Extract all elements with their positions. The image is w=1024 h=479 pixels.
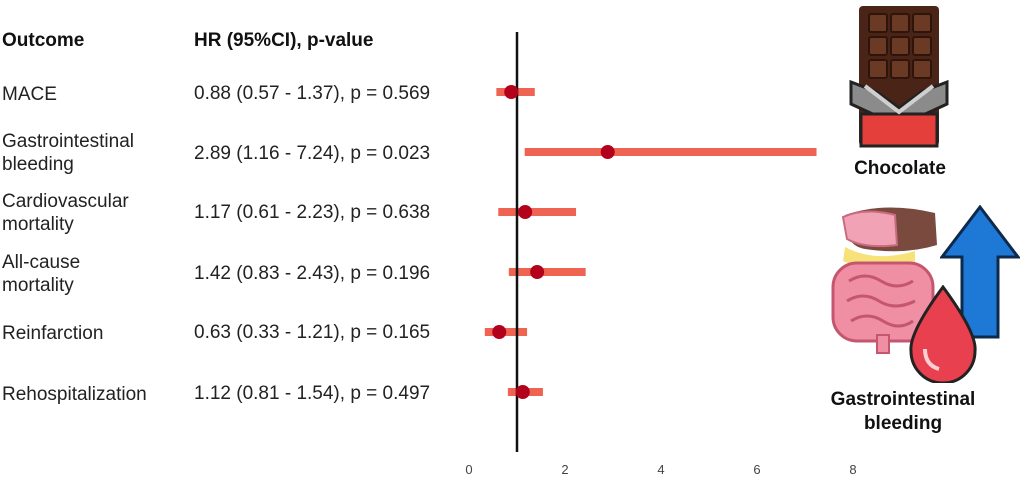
- hr-text-rehospitalization: 1.12 (0.81 - 1.54), p = 0.497: [194, 383, 431, 404]
- hr-header: HR (95%CI), p-value: [194, 30, 374, 51]
- point-estimate: [518, 205, 533, 219]
- x-tick-label: 8: [849, 462, 856, 477]
- row-label-mace: MACE: [2, 84, 57, 105]
- chocolate-bar-icon: [849, 6, 949, 148]
- row-label-allcause-mortality: All-cause mortality: [2, 252, 81, 296]
- row-label-cv-mortality: Cardiovascular mortality: [2, 191, 129, 235]
- point-estimate: [530, 265, 545, 279]
- x-tick-label: 4: [657, 462, 664, 477]
- row-label-gi-bleeding: Gastrointestinal bleeding: [2, 131, 135, 175]
- hr-text-allcause-mortality: 1.42 (0.83 - 2.43), p = 0.196: [194, 263, 431, 284]
- hr-text-gi-bleeding: 2.89 (1.16 - 7.24), p = 0.023: [194, 143, 431, 164]
- point-estimate: [504, 85, 519, 99]
- row-label-rehospitalization: Rehospitalization: [2, 384, 147, 405]
- point-estimate: [492, 325, 507, 339]
- chocolate-caption: Chocolate: [854, 158, 946, 179]
- hr-text-mace: 0.88 (0.57 - 1.37), p = 0.569: [194, 83, 431, 104]
- point-estimate: [515, 385, 530, 399]
- up-arrow-icon: [940, 205, 1020, 339]
- x-tick-label: 6: [753, 462, 760, 477]
- x-tick-label: 2: [561, 462, 568, 477]
- gi-bleeding-caption: Gastrointestinal bleeding: [830, 389, 976, 434]
- x-tick-label: 0: [465, 462, 472, 477]
- point-estimate: [600, 145, 615, 159]
- outcome-header: Outcome: [2, 30, 85, 51]
- hr-text-reinfarction: 0.63 (0.33 - 1.21), p = 0.165: [194, 322, 431, 343]
- blood-drop-icon: [909, 285, 977, 383]
- row-label-reinfarction: Reinfarction: [2, 323, 104, 344]
- hr-text-cv-mortality: 1.17 (0.61 - 2.23), p = 0.638: [194, 202, 431, 223]
